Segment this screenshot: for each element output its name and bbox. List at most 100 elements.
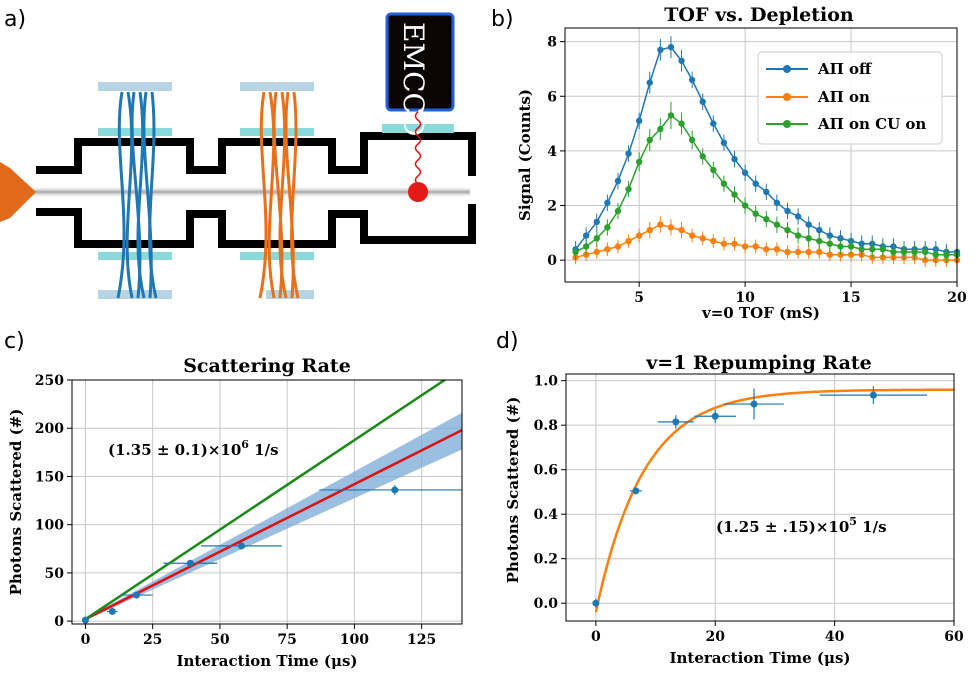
data-point-ap-off	[763, 188, 770, 196]
data-point-ap-on	[688, 232, 696, 239]
data-point-ap-on-cu-on	[816, 237, 823, 245]
data-point	[750, 400, 758, 408]
data-point-ap-on-cu-on	[741, 202, 749, 209]
data-point-ap-on	[678, 226, 685, 234]
chart-b-ytick-label: 4	[547, 144, 557, 160]
chart-c-plot-area	[81, 380, 462, 624]
data-point	[108, 607, 116, 615]
data-point-ap-off	[667, 43, 675, 51]
data-point-ap-off	[741, 169, 749, 176]
data-point-ap-on-cu-on	[837, 243, 844, 250]
fit-curve	[594, 388, 955, 613]
chart-c-annotation: (1.35 ± 0.1)×106 1/s	[108, 438, 279, 459]
chart-d-xtick-label: 20	[705, 629, 725, 645]
data-point-ap-off	[752, 180, 759, 187]
chart-b-xlabel: v=0 TOF (mS)	[701, 304, 820, 322]
data-point	[592, 599, 600, 607]
data-point-ap-on	[741, 243, 749, 250]
chart-c-xtick-label: 75	[277, 632, 296, 648]
data-point-ap-on	[826, 251, 834, 258]
data-point-ap-on-cu-on	[752, 210, 759, 217]
data-point-ap-off	[710, 120, 717, 127]
confidence-band	[85, 412, 462, 621]
fit-line-fit	[84, 429, 462, 621]
data-point-ap-off	[731, 155, 738, 163]
chart-d-ytick-label: 1.0	[534, 374, 559, 390]
data-point-ap-off	[646, 79, 653, 86]
mount-bottom-1	[98, 290, 172, 299]
data-point-ap-off	[582, 232, 590, 239]
data-point-ap-on	[731, 240, 738, 247]
apparatus-diagram: EMCCD	[0, 12, 476, 299]
data-point-ap-off	[635, 117, 643, 125]
data-point	[632, 487, 640, 495]
chart-b-ytick-label: 6	[547, 89, 557, 105]
data-point	[672, 418, 680, 426]
data-point-ap-on-cu-on	[657, 125, 664, 133]
data-point-ap-on	[752, 243, 759, 250]
panel-label-c: c)	[4, 329, 25, 354]
chart-c: Scattering Rate 0 25 50 75 100 125 0 50 100 150 20…	[7, 355, 463, 670]
chart-b-xtick-label: 10	[735, 290, 755, 306]
data-point-ap-on-cu-on	[646, 136, 653, 144]
data-point-ap-on	[593, 248, 600, 256]
legend-label-ap-on: AΠ on	[817, 88, 870, 106]
chart-b-frame	[564, 27, 958, 283]
chart-c-xtick-label: 100	[340, 632, 369, 648]
chart-c-ytick-label: 250	[35, 373, 64, 389]
data-point-ap-on-cu-on	[784, 226, 791, 234]
chart-d-ytick-label: 0.2	[534, 552, 558, 568]
data-point-ap-on-cu-on	[731, 191, 738, 198]
data-point-ap-on-cu-on	[720, 180, 728, 187]
chart-d-frame	[565, 373, 955, 622]
data-point	[133, 591, 141, 599]
chart-c-xtick-label: 125	[407, 632, 436, 648]
mount-top-1	[98, 82, 172, 91]
chart-c-ytick-label: 50	[45, 566, 65, 582]
chart-d-annotation: (1.25 ± .15)×105 1/s	[716, 515, 887, 536]
data-point-ap-off	[720, 139, 728, 146]
chart-c-xtick-label: 25	[143, 632, 162, 648]
molecular-beam	[30, 186, 470, 198]
chart-b-xtick-label: 15	[841, 290, 860, 306]
chart-c-frame	[71, 379, 463, 625]
chart-c-title: Scattering Rate	[183, 355, 351, 377]
data-point-ap-off	[773, 199, 781, 206]
chart-b-xtick-label: 20	[947, 290, 967, 306]
data-point-ap-on-cu-on	[847, 243, 855, 250]
data-point-ap-off	[805, 221, 812, 228]
data-point-ap-on-cu-on	[582, 243, 590, 250]
chamber-wall-lower	[36, 204, 476, 248]
data-point-ap-on	[805, 248, 812, 256]
data-point-ap-on-cu-on	[879, 246, 887, 253]
chart-d-ytick-label: 0.8	[534, 418, 558, 434]
data-point-ap-on-cu-on	[635, 158, 643, 166]
data-point-ap-on	[667, 224, 675, 231]
data-point-ap-on	[657, 221, 664, 228]
emccd-label: EMCCD	[397, 22, 430, 136]
data-point-ap-on-cu-on	[688, 136, 696, 144]
blue-laser-beams	[116, 91, 158, 299]
fluorescence-photon	[414, 111, 422, 193]
data-point-ap-on-cu-on	[604, 224, 611, 231]
legend-marker-ap-on	[783, 93, 791, 101]
data-point-ap-off	[816, 226, 823, 234]
data-point-ap-on-cu-on	[710, 166, 717, 174]
chart-d: v=1 Repumping Rate 0 20 40 60 0.0 0.2 0.4 0.6 0.…	[504, 352, 964, 667]
data-point-ap-on	[635, 232, 643, 239]
chart-b-ytick-label: 8	[547, 35, 557, 51]
data-point-ap-off	[678, 57, 685, 64]
mount-top-2	[240, 82, 314, 91]
data-point-ap-off	[784, 207, 791, 215]
data-point-ap-off	[794, 213, 802, 220]
data-point-ap-on-cu-on	[593, 235, 600, 242]
data-point	[186, 559, 194, 567]
data-point	[81, 616, 89, 624]
data-point-ap-on	[773, 246, 781, 253]
chart-c-xtick-label: 0	[81, 632, 91, 648]
orange-laser-beams	[258, 91, 300, 299]
data-point-ap-on-cu-on	[943, 251, 950, 258]
chart-c-xtick-label: 50	[210, 632, 230, 648]
source-arrow	[0, 162, 36, 222]
data-point-ap-on	[699, 235, 706, 242]
